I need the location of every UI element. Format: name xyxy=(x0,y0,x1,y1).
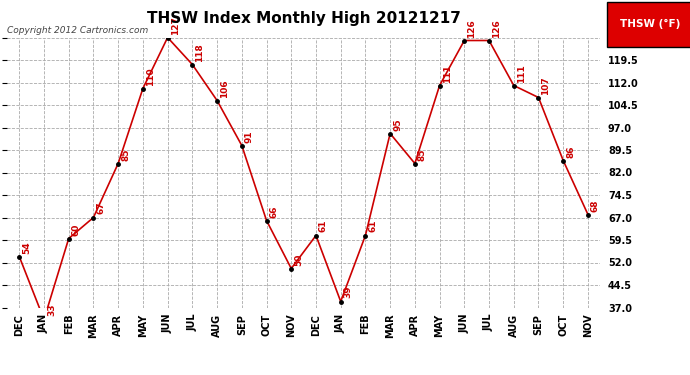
Text: 66: 66 xyxy=(270,205,279,218)
Text: THSW (°F): THSW (°F) xyxy=(620,19,680,28)
Text: 106: 106 xyxy=(220,79,229,98)
Text: 61: 61 xyxy=(319,220,328,232)
Text: 33: 33 xyxy=(47,304,56,316)
Text: 67: 67 xyxy=(97,202,106,214)
Text: 126: 126 xyxy=(492,19,501,38)
Text: THSW Index Monthly High 20121217: THSW Index Monthly High 20121217 xyxy=(147,11,460,26)
Text: 111: 111 xyxy=(442,64,451,82)
Text: 85: 85 xyxy=(121,148,130,160)
Text: 118: 118 xyxy=(195,43,204,62)
Text: 61: 61 xyxy=(368,220,377,232)
Text: 85: 85 xyxy=(418,148,427,160)
Text: Copyright 2012 Cartronics.com: Copyright 2012 Cartronics.com xyxy=(7,26,148,35)
Text: 91: 91 xyxy=(245,130,254,142)
Text: 68: 68 xyxy=(591,199,600,211)
Text: 54: 54 xyxy=(22,241,31,254)
Text: 39: 39 xyxy=(344,286,353,298)
Text: 107: 107 xyxy=(542,76,551,94)
Text: 60: 60 xyxy=(72,223,81,236)
Text: 126: 126 xyxy=(467,19,476,38)
Text: 111: 111 xyxy=(517,64,526,82)
Text: 50: 50 xyxy=(294,253,303,266)
Text: 86: 86 xyxy=(566,145,575,158)
Text: 127: 127 xyxy=(170,16,179,34)
Text: 95: 95 xyxy=(393,118,402,130)
Text: 110: 110 xyxy=(146,67,155,86)
